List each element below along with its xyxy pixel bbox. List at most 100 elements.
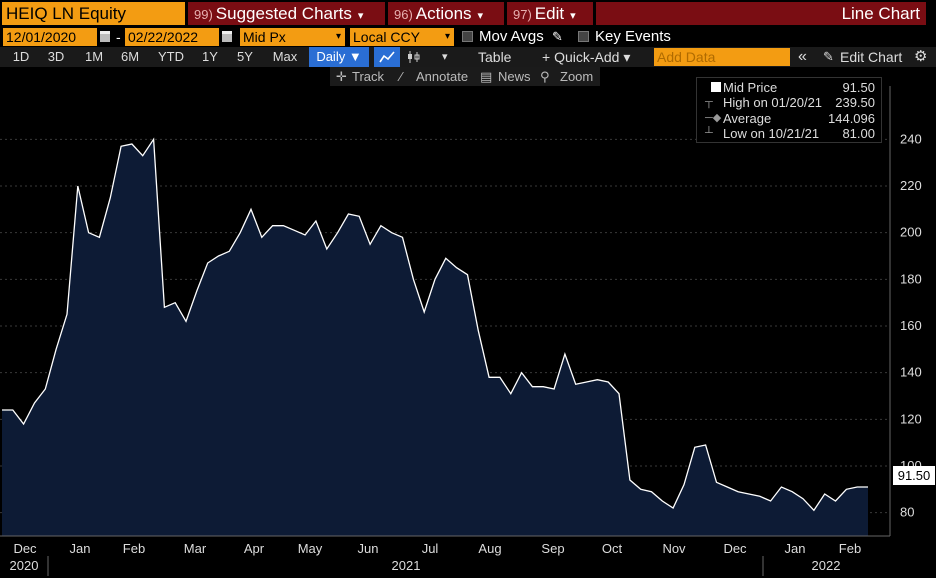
- period-tab-max[interactable]: Max: [272, 49, 298, 64]
- caret-down-icon: ▾: [335, 31, 341, 42]
- period-tab-5y[interactable]: 5Y: [237, 49, 253, 64]
- period-tab-ytd[interactable]: YTD: [158, 49, 184, 64]
- x-month-label: Dec: [723, 541, 747, 556]
- pencil-icon[interactable]: ✎: [552, 29, 563, 44]
- legend-high: ┬ High on 01/20/21 239.50: [701, 95, 879, 110]
- annotate-pencil-icon: ∕: [400, 69, 403, 84]
- x-month-label: Nov: [662, 541, 686, 556]
- key-events-label: Key Events: [595, 28, 671, 45]
- x-month-label: Jul: [422, 541, 439, 556]
- chart-legend: Mid Price 91.50 ┬ High on 01/20/21 239.5…: [696, 77, 882, 143]
- gear-icon[interactable]: ⚙: [914, 48, 928, 65]
- title-bar: HEIQ LN Equity 99) Suggested Charts ▾ 96) A…: [0, 0, 936, 27]
- date-separator: -: [116, 29, 121, 45]
- price-line: [2, 137, 868, 512]
- x-month-label: Apr: [244, 541, 265, 556]
- y-tick-label: 160: [900, 318, 922, 333]
- annotate-button[interactable]: Annotate: [416, 69, 469, 84]
- x-month-label: Mar: [184, 541, 207, 556]
- actions-menu[interactable]: 96) Actions ▾: [388, 2, 504, 25]
- price-area: [2, 139, 868, 537]
- high-marker-icon: ┬: [705, 96, 713, 108]
- menu-label: Edit: [534, 4, 565, 23]
- legend-low-value: 81.00: [842, 126, 875, 141]
- x-month-label: Sep: [541, 541, 564, 556]
- caret-down-icon[interactable]: ▾: [442, 51, 448, 63]
- caret-down-icon: ▾: [357, 10, 364, 22]
- legend-series[interactable]: Mid Price 91.50: [701, 80, 879, 95]
- legend-low: ┴ Low on 10/21/21 81.00: [701, 126, 879, 141]
- y-tick-label: 200: [900, 225, 922, 240]
- legend-low-label: Low on 10/21/21: [723, 126, 820, 141]
- y-tick-label: 80: [900, 505, 914, 520]
- quick-add-button[interactable]: + Quick-Add ▾: [542, 49, 631, 65]
- zoom-button[interactable]: Zoom: [560, 69, 594, 84]
- x-month-label: Jun: [358, 541, 379, 556]
- x-month-label: Jan: [785, 541, 806, 556]
- edit-chart-button[interactable]: Edit Chart: [840, 49, 903, 65]
- x-year-label: 2022: [812, 558, 841, 573]
- period-tab-1y[interactable]: 1Y: [202, 49, 218, 64]
- legend-average-label: Average: [723, 111, 772, 126]
- x-month-label: May: [298, 541, 323, 556]
- end-date-field[interactable]: 02/22/2022: [125, 28, 219, 46]
- legend-average: ─◆ Average 144.096: [701, 111, 879, 126]
- period-tab-1d[interactable]: 1D: [12, 49, 30, 64]
- key-events-checkbox[interactable]: [578, 31, 589, 42]
- x-year-label: 2021: [392, 558, 421, 573]
- x-year-label: 2020: [10, 558, 39, 573]
- suggested-charts-menu[interactable]: 99) Suggested Charts ▾: [188, 2, 385, 25]
- track-button[interactable]: Track: [352, 69, 385, 84]
- frequency-select[interactable]: Daily ▼: [309, 47, 369, 67]
- menu-number: 96): [394, 7, 413, 22]
- field-select-value: Mid Px: [243, 29, 286, 45]
- edit-menu[interactable]: 97) Edit ▾: [507, 2, 593, 25]
- news-icon: ▤: [480, 69, 493, 84]
- y-tick-label: 180: [900, 271, 922, 286]
- currency-select-value: Local CCY: [353, 29, 420, 45]
- period-tab-1m[interactable]: 1M: [84, 49, 104, 64]
- caret-down-icon: ▾: [477, 10, 484, 22]
- line-chart-icon[interactable]: [374, 47, 400, 67]
- y-tick-label: 120: [900, 411, 922, 426]
- period-tab-3d[interactable]: 3D: [47, 49, 65, 64]
- mov-avgs-label: Mov Avgs: [479, 28, 544, 45]
- add-data-input[interactable]: Add Data: [654, 48, 790, 66]
- y-tick-label: 140: [900, 365, 922, 380]
- x-month-label: Dec: [13, 541, 37, 556]
- mov-avgs-checkbox[interactable]: [462, 31, 473, 42]
- chart-type-title: Line Chart: [596, 2, 926, 25]
- zoom-icon: ⚲: [540, 69, 550, 84]
- legend-average-value: 144.096: [828, 111, 875, 126]
- legend-high-label: High on 01/20/21: [723, 95, 823, 110]
- collapse-icon[interactable]: «: [798, 48, 807, 65]
- menu-label: Actions: [415, 4, 472, 23]
- x-month-label: Jan: [70, 541, 91, 556]
- x-month-label: Aug: [478, 541, 501, 556]
- crosshair-icon: ✛: [336, 69, 347, 84]
- menu-number: 99): [194, 7, 213, 22]
- news-button[interactable]: News: [498, 69, 531, 84]
- y-tick-label: 240: [900, 131, 922, 146]
- table-button[interactable]: Table: [478, 49, 512, 65]
- x-month-label: Oct: [602, 541, 623, 556]
- price-chart[interactable]: 80100120140160180200220240 DecJanFebMarA…: [0, 86, 936, 578]
- field-select[interactable]: Mid Px ▾: [240, 28, 345, 46]
- calendar-icon[interactable]: [100, 31, 110, 42]
- ticker-field[interactable]: HEIQ LN Equity: [2, 2, 185, 25]
- menu-label: Suggested Charts: [215, 4, 352, 23]
- caret-down-icon: ▾: [570, 10, 576, 22]
- last-price-tag: 91.50: [893, 466, 935, 485]
- currency-select[interactable]: Local CCY ▾: [350, 28, 454, 46]
- x-axis: Dec Jan Feb Mar Apr May Jun Jul Aug Sep Oct Nov Dec J…: [0, 535, 890, 576]
- pencil-icon[interactable]: ✎: [823, 49, 834, 64]
- chart-tools-bar: ✛ Track ∕ Annotate ▤ News ⚲ Zoom: [330, 67, 600, 86]
- legend-series-name: Mid Price: [723, 80, 778, 95]
- start-date-field[interactable]: 12/01/2020: [3, 28, 97, 46]
- low-marker-icon: ┴: [705, 127, 713, 139]
- candlestick-icon[interactable]: [406, 47, 422, 67]
- period-tab-6m[interactable]: 6M: [120, 49, 140, 64]
- calendar-icon[interactable]: [222, 31, 232, 42]
- menu-number: 97): [513, 7, 532, 22]
- settings-bar: 12/01/2020 - 02/22/2022 Mid Px ▾ Local C…: [0, 27, 936, 47]
